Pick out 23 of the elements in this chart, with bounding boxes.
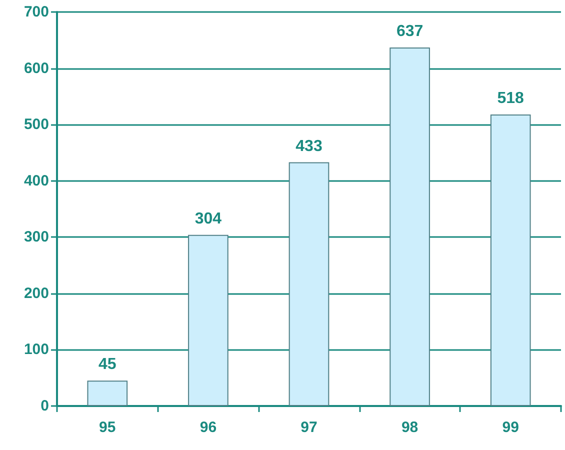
y-tick-label: 300	[24, 228, 49, 246]
y-tick-label: 700	[24, 4, 49, 20]
data-label: 433	[296, 138, 322, 155]
x-tick-label: 97	[300, 419, 318, 436]
y-tick-label: 0	[40, 398, 49, 414]
x-tick-label: 96	[200, 419, 217, 436]
y-tick-label: 400	[24, 172, 49, 190]
data-label: 518	[497, 90, 524, 107]
data-label: 637	[396, 22, 424, 40]
y-tick-label: 100	[24, 341, 49, 358]
bar	[288, 162, 330, 406]
bar	[390, 47, 430, 406]
y-tick-label: 500	[24, 116, 49, 134]
bar	[87, 380, 128, 406]
y-tick-label: 200	[24, 284, 49, 302]
bar	[490, 114, 531, 406]
x-tick-label: 95	[99, 419, 116, 436]
bar	[188, 234, 228, 406]
x-tick-label: 98	[401, 419, 418, 436]
data-label: 45	[98, 356, 116, 374]
y-tick-label: 600	[24, 60, 49, 77]
x-tick-label: 99	[502, 419, 519, 436]
data-label: 304	[194, 210, 222, 228]
